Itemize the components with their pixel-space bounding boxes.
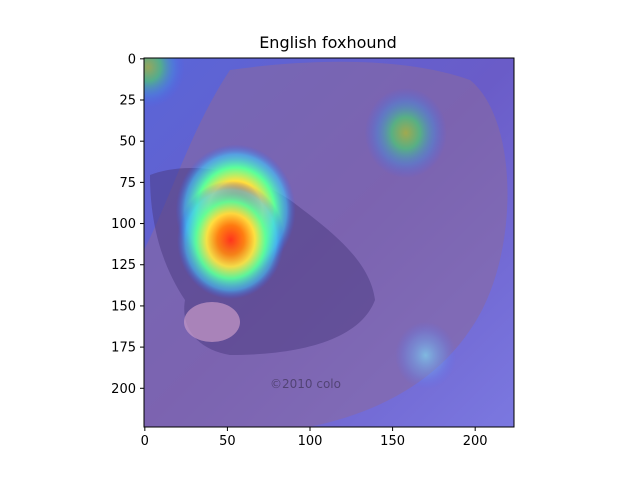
heat-hotspot-2: [365, 88, 447, 178]
x-tick-label: 50: [219, 434, 236, 449]
y-tick-label: 150: [111, 299, 136, 314]
y-axis: 0 25 50 75 100 125 150 175 200: [111, 52, 144, 396]
dog-tongue-shape: [184, 302, 240, 342]
x-tick-label: 0: [141, 434, 149, 449]
x-axis: 0 50 100 150 200: [141, 427, 488, 449]
x-tick-label: 100: [298, 434, 323, 449]
y-tick-label: 0: [128, 52, 136, 67]
y-tick-label: 75: [119, 176, 136, 191]
heat-hotspot-3: [395, 322, 456, 389]
x-tick-label: 150: [380, 434, 405, 449]
y-tick-label: 125: [111, 258, 136, 273]
heatmap-image: ©2010 colo: [111, 26, 514, 430]
x-tick-label: 200: [463, 434, 488, 449]
y-tick-label: 100: [111, 217, 136, 232]
y-tick-label: 50: [119, 135, 136, 150]
y-tick-label: 175: [111, 341, 136, 356]
watermark: ©2010 colo: [270, 377, 341, 391]
y-tick-label: 200: [111, 382, 136, 397]
chart-title: English foxhound: [259, 33, 397, 52]
heat-hotspot-1: [177, 181, 284, 299]
y-tick-label: 25: [119, 94, 136, 109]
